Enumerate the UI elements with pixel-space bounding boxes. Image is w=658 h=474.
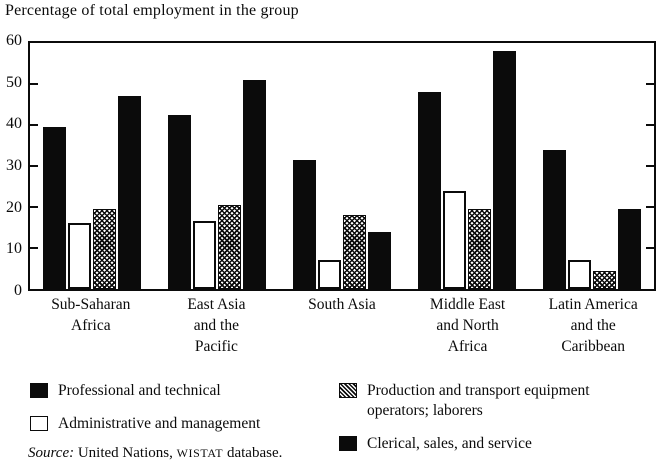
y-axis-label: 30 xyxy=(6,157,22,174)
y-axis-label: 40 xyxy=(6,115,22,133)
y-axis: 0 10 20 30 40 50 60 xyxy=(0,32,24,299)
legend-swatch-hatched-icon xyxy=(339,383,357,398)
bar-group xyxy=(529,43,654,289)
legend-swatch-solid-black-icon xyxy=(339,436,357,451)
bar-group xyxy=(404,43,529,289)
bar xyxy=(442,190,466,289)
bar xyxy=(218,204,242,289)
y-axis-label: 50 xyxy=(6,73,22,91)
x-axis-label: East Asia and the Pacific xyxy=(187,296,246,355)
y-axis-tick xyxy=(30,165,38,167)
chart-title: Percentage of total employment in the gr… xyxy=(5,2,299,19)
bar xyxy=(567,260,591,289)
legend-item: Administrative and management xyxy=(30,414,320,434)
source-suffix: database. xyxy=(223,445,283,461)
bar xyxy=(193,221,217,289)
bar-group xyxy=(155,43,280,289)
x-axis-labels: Sub-Saharan Africa East Asia and the Paci… xyxy=(28,294,656,357)
bar xyxy=(168,114,192,289)
bar xyxy=(617,209,641,289)
y-axis-tick xyxy=(646,247,654,249)
bar xyxy=(118,96,142,289)
bar-group xyxy=(280,43,405,289)
y-axis-tick xyxy=(30,206,38,208)
legend-column-right: Production and transport equipment opera… xyxy=(339,381,644,467)
source-note: Source: United Nations, WISTAT database. xyxy=(28,445,282,462)
bar xyxy=(542,149,566,289)
bar xyxy=(492,51,516,289)
bar xyxy=(68,223,92,289)
legend-label: Production and transport equipment opera… xyxy=(367,382,590,419)
x-axis-label: Sub-Saharan Africa xyxy=(51,296,131,334)
bar xyxy=(93,209,117,289)
y-axis-label: 20 xyxy=(6,198,22,216)
bar xyxy=(342,215,366,289)
y-axis-tick xyxy=(30,124,38,126)
source-smallcaps: WISTAT xyxy=(176,446,224,460)
bar xyxy=(317,260,341,289)
bar xyxy=(43,127,67,289)
bar-group xyxy=(30,43,155,289)
x-axis-label: Latin America and the Caribbean xyxy=(548,296,638,355)
y-axis-tick xyxy=(646,206,654,208)
source-label: Source: xyxy=(28,445,75,461)
y-axis-tick xyxy=(30,83,38,85)
legend-item: Production and transport equipment opera… xyxy=(339,381,644,421)
source-text: United Nations, xyxy=(74,445,177,461)
y-axis-label: 10 xyxy=(6,240,22,258)
y-axis-tick xyxy=(646,83,654,85)
y-axis-tick xyxy=(30,247,38,249)
y-axis-tick xyxy=(646,124,654,126)
legend-item: Professional and technical xyxy=(30,381,320,401)
y-axis-tick xyxy=(646,165,654,167)
legend-label: Administrative and management xyxy=(58,415,261,432)
y-axis-label: 0 xyxy=(14,282,22,299)
legend-swatch-white-outline-icon xyxy=(30,416,48,431)
legend-column-left: Professional and technical Administrativ… xyxy=(30,381,320,447)
bar xyxy=(467,209,491,289)
legend-label: Clerical, sales, and service xyxy=(367,435,532,452)
x-axis-label: Middle East and North Africa xyxy=(429,296,506,355)
legend-swatch-solid-black-icon xyxy=(30,383,48,398)
bar xyxy=(292,159,316,289)
legend-label: Professional and technical xyxy=(58,382,221,399)
plot-area xyxy=(28,41,656,291)
bar xyxy=(417,92,441,289)
y-axis-label: 60 xyxy=(6,32,22,49)
bar xyxy=(592,270,616,289)
legend-item: Clerical, sales, and service xyxy=(339,434,644,454)
x-axis-label: South Asia xyxy=(308,296,376,313)
bar xyxy=(243,79,267,289)
bar xyxy=(367,231,391,289)
